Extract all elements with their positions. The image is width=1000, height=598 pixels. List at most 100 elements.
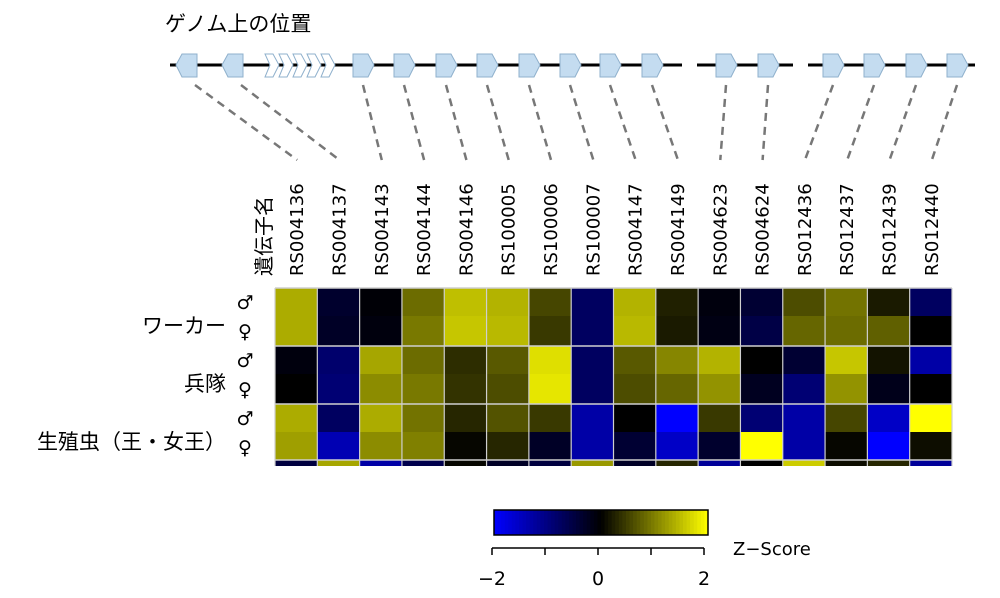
colorbar-swatch	[650, 510, 655, 535]
colorbar-swatch	[643, 510, 648, 535]
colorbar-swatch	[604, 510, 609, 535]
heatmap-cell	[359, 374, 402, 404]
heatmap-cell	[444, 288, 487, 316]
gene-label: RS004149	[668, 183, 689, 276]
colorbar-swatch	[700, 510, 705, 535]
gene-link-line	[444, 84, 468, 161]
gene-link-line	[803, 84, 835, 161]
colorbar-swatch	[547, 510, 552, 535]
gene-label: RS004147	[626, 183, 647, 276]
colorbar-swatch	[561, 510, 566, 535]
gene-label: RS100006	[541, 183, 562, 276]
female-symbol: ♀	[238, 321, 252, 343]
heatmap-cell	[698, 404, 741, 432]
heatmap-cell	[909, 374, 952, 404]
gene-axis-label: 遺伝子名	[252, 196, 276, 276]
colorbar-swatch	[593, 510, 598, 535]
heatmap-cell	[275, 346, 318, 374]
heatmap-cell	[740, 404, 783, 432]
heatmap-cell	[613, 460, 656, 466]
heatmap-cell	[698, 288, 741, 316]
gene-label: RS012436	[795, 183, 816, 276]
heatmap-cell	[444, 460, 487, 466]
male-symbol: ♂	[236, 408, 253, 430]
heatmap-cell	[275, 288, 318, 316]
heatmap-cell	[655, 460, 699, 466]
heatmap-cell	[782, 374, 826, 404]
heatmap-cell	[698, 432, 741, 460]
heatmap-cell	[275, 460, 318, 466]
heatmap-cell	[740, 374, 783, 404]
colorbar-swatch	[501, 510, 506, 535]
gene-arrow-right	[757, 53, 780, 78]
gene-arrow-right	[393, 53, 416, 78]
gene-label: RS004624	[753, 183, 774, 276]
heatmap-cell	[867, 288, 910, 316]
heatmap-cell	[571, 460, 614, 466]
heatmap-cell	[444, 346, 487, 374]
row-labels: ワーカー ♂ ♀ 兵隊 ♂ ♀ 生殖虫（王・女王） ♂ ♀	[37, 292, 254, 459]
gene-link-line	[402, 84, 426, 161]
gene-link-line	[650, 84, 680, 161]
heatmap-cell	[275, 404, 318, 432]
colorbar-swatch	[668, 510, 673, 535]
colorbar-swatch	[654, 510, 659, 535]
heatmap-cell	[528, 374, 572, 404]
heatmap-cell	[486, 316, 529, 346]
gene-label: RS100007	[583, 183, 604, 276]
heatmap-cell	[782, 288, 826, 316]
gene-link-line	[361, 84, 383, 161]
colorbar-swatch	[690, 510, 695, 535]
colorbar-swatch	[611, 510, 616, 535]
heatmap-cell	[571, 432, 614, 460]
heatmap-cell	[782, 404, 826, 432]
heatmap-cell	[867, 374, 910, 404]
heatmap-cell	[317, 404, 360, 432]
heatmap-cell	[317, 288, 360, 316]
heatmap-cell	[401, 316, 445, 346]
colorbar-label: Z−Score	[733, 539, 811, 560]
colorbar-swatch	[494, 510, 499, 535]
heatmap-cell	[317, 346, 360, 374]
heatmap-cell	[782, 432, 826, 460]
colorbar-swatch	[540, 510, 545, 535]
heatmap-cell	[867, 346, 910, 374]
female-symbol: ♀	[238, 379, 252, 401]
colorbar-swatch	[554, 510, 559, 535]
gene-labels: RS004136 RS004137 RS004143 RS004144 RS004146…	[287, 183, 943, 276]
colorbar-swatch	[633, 510, 638, 535]
heatmap-cell	[655, 404, 699, 432]
heatmap-cell	[444, 432, 487, 460]
heatmap-cell	[528, 288, 572, 316]
gene-label: RS100005	[499, 183, 520, 276]
colorbar-swatch	[551, 510, 556, 535]
gene-label: RS004143	[372, 183, 393, 276]
heatmap-cell	[740, 316, 783, 346]
heatmap-cell	[655, 374, 699, 404]
group-label: ワーカー	[142, 314, 226, 338]
colorbar-swatch	[597, 510, 602, 535]
colorbar-swatch	[683, 510, 688, 535]
heatmap-cell	[655, 288, 699, 316]
colorbar-swatch	[679, 510, 684, 535]
heatmap-cell	[867, 404, 910, 432]
gene-arrow-right	[559, 53, 582, 78]
colorbar-swatch	[686, 510, 691, 535]
gene-arrow-right	[822, 53, 845, 78]
gene-arrow-right	[476, 53, 499, 78]
gene-label: RS004146	[456, 183, 477, 276]
heatmap-cell	[740, 432, 783, 460]
heatmap-cell	[740, 460, 783, 466]
colorbar-swatch	[675, 510, 680, 535]
gene-track	[170, 53, 975, 78]
heatmap-cell	[571, 288, 614, 316]
gene-link-line	[194, 83, 298, 162]
heatmap-cell	[909, 432, 952, 460]
heatmap-cell	[401, 346, 445, 374]
colorbar-swatch	[625, 510, 631, 535]
heatmap-cell	[909, 316, 952, 346]
heatmap-cell	[317, 374, 360, 404]
heatmap-cell	[275, 316, 318, 346]
heatmap-cell	[698, 346, 741, 374]
heatmap-cell	[613, 432, 656, 460]
